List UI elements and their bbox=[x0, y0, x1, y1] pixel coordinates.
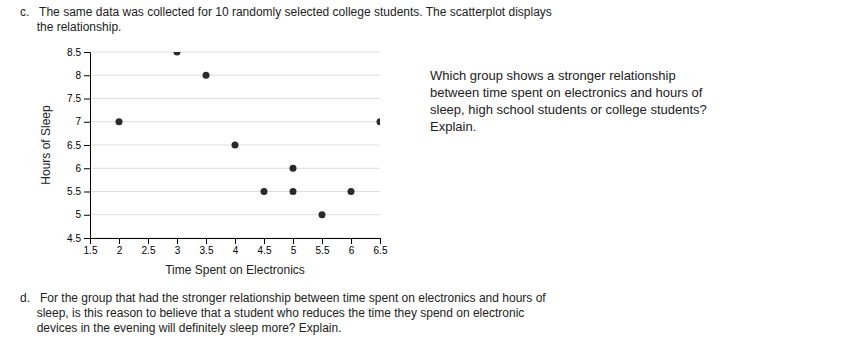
grid-line bbox=[90, 121, 380, 122]
tick-label: 3 bbox=[175, 245, 181, 256]
tick: 2 bbox=[117, 238, 123, 256]
text-line: Explain. bbox=[430, 119, 476, 134]
tick: 4.5 bbox=[67, 233, 90, 244]
text-line: sleep, is this reason to believe that a … bbox=[20, 306, 524, 320]
tick-label: 5.5 bbox=[316, 245, 330, 256]
text-line: Which group shows a stronger relationshi… bbox=[430, 68, 676, 83]
tick-label: 5.5 bbox=[67, 186, 81, 197]
tick-mark bbox=[177, 238, 178, 244]
tick-label: 2 bbox=[117, 245, 123, 256]
point bbox=[232, 142, 239, 149]
text-line: c. The same data was collected for 10 ra… bbox=[20, 5, 552, 19]
tick-mark bbox=[235, 238, 236, 244]
point bbox=[203, 72, 210, 79]
tick-label: 3.5 bbox=[200, 245, 214, 256]
tick: 5 bbox=[291, 238, 297, 256]
point bbox=[290, 165, 297, 172]
tick: 3 bbox=[175, 238, 181, 256]
tick-label: 5 bbox=[75, 209, 81, 220]
tick: 6.5 bbox=[374, 238, 388, 256]
tick: 6 bbox=[75, 163, 90, 174]
tick: 4 bbox=[233, 238, 239, 256]
tick-label: 8.5 bbox=[67, 47, 81, 58]
x-axis: 1.5 2 2.5 3 3.5 4 4.5 5 5.5 6 6.5 bbox=[84, 238, 388, 256]
tick-label: 6 bbox=[349, 245, 355, 256]
tick-label: 6.5 bbox=[374, 245, 388, 256]
tick-mark bbox=[322, 238, 323, 244]
tick: 4.5 bbox=[258, 238, 272, 256]
tick: 5 bbox=[75, 209, 90, 220]
tick: 3.5 bbox=[200, 238, 214, 256]
grid-line bbox=[90, 52, 380, 53]
points bbox=[116, 52, 381, 218]
grid-line bbox=[90, 75, 380, 76]
axis-line bbox=[84, 53, 91, 239]
grid-line bbox=[90, 168, 380, 169]
tick-label: 2.5 bbox=[142, 245, 156, 256]
tick-label: 7 bbox=[75, 116, 81, 127]
tick-mark bbox=[84, 52, 90, 53]
tick-label: 5 bbox=[291, 245, 297, 256]
annotation: Which group shows a stronger relationshi… bbox=[430, 68, 707, 134]
tick: 8.5 bbox=[67, 47, 90, 58]
tick-mark bbox=[84, 145, 90, 146]
tick-mark bbox=[119, 238, 120, 244]
text-line: between time spent on electronics and ho… bbox=[430, 85, 703, 100]
y-axis-title: Hours of Sleep bbox=[39, 105, 53, 185]
grid-line bbox=[90, 214, 380, 215]
tick: 6.5 bbox=[67, 140, 90, 151]
tick: 6 bbox=[349, 238, 355, 256]
grid bbox=[90, 52, 380, 238]
tick-mark bbox=[84, 99, 90, 100]
axis-line bbox=[91, 239, 381, 245]
text-line: devices in the evening will definitely s… bbox=[20, 321, 342, 335]
tick-label: 1.5 bbox=[84, 245, 98, 256]
point bbox=[290, 188, 297, 195]
tick-label: 7.5 bbox=[67, 93, 81, 104]
grid-line bbox=[90, 191, 380, 192]
tick: 8 bbox=[75, 70, 90, 81]
text-line: the relationship. bbox=[20, 20, 121, 34]
chart: c. The same data was collected for 10 ra… bbox=[0, 0, 866, 359]
tick: 5.5 bbox=[316, 238, 330, 256]
point bbox=[174, 52, 181, 56]
title: c. The same data was collected for 10 ra… bbox=[20, 5, 552, 34]
text-line: d. For the group that had the stronger r… bbox=[20, 291, 546, 305]
tick-mark bbox=[206, 238, 207, 244]
tick-mark bbox=[84, 192, 90, 193]
tick-mark bbox=[264, 238, 265, 244]
grid-line bbox=[90, 98, 380, 99]
tick: 2.5 bbox=[142, 238, 156, 256]
tick-label: 6 bbox=[75, 163, 81, 174]
tick: 7.5 bbox=[67, 93, 90, 104]
tick-mark bbox=[84, 75, 90, 76]
tick-label: 8 bbox=[75, 70, 81, 81]
point bbox=[116, 118, 123, 125]
tick-mark bbox=[84, 238, 90, 239]
tick-label: 6.5 bbox=[67, 140, 81, 151]
tick: 7 bbox=[75, 116, 90, 127]
point bbox=[348, 188, 355, 195]
tick-label: 4.5 bbox=[67, 233, 81, 244]
tick-label: 4 bbox=[233, 245, 239, 256]
tick: 5.5 bbox=[67, 186, 90, 197]
text-line: sleep, high school students or college s… bbox=[430, 102, 707, 117]
tick-label: 4.5 bbox=[258, 245, 272, 256]
annotation: d. For the group that had the stronger r… bbox=[20, 291, 546, 335]
tick-mark bbox=[293, 238, 294, 244]
tick-mark bbox=[351, 238, 352, 244]
tick-mark bbox=[84, 122, 90, 123]
tick: 1.5 bbox=[84, 238, 98, 256]
y-axis: 4.5 5 5.5 6 6.5 7 7.5 8 8.5 bbox=[67, 47, 90, 244]
point bbox=[319, 211, 326, 218]
point bbox=[261, 188, 268, 195]
tick-mark bbox=[84, 215, 90, 216]
tick-mark bbox=[148, 238, 149, 244]
tick-mark bbox=[84, 168, 90, 169]
point bbox=[377, 118, 381, 125]
x-axis-title: Time Spent on Electronics bbox=[165, 263, 305, 277]
tick-mark bbox=[380, 238, 381, 244]
